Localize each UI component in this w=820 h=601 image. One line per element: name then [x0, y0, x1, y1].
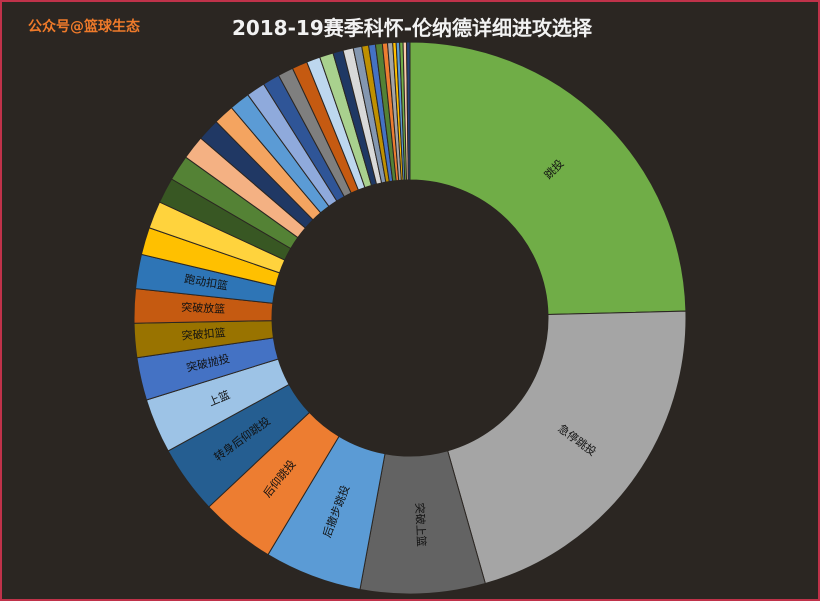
- brand-watermark: 公众号@篮球生态: [28, 19, 140, 35]
- slice-label-9: 突破扣篮: [181, 325, 226, 343]
- slice-label-3: 突破上篮: [413, 502, 429, 547]
- donut-hole: [272, 180, 548, 456]
- slice-label-10: 突破放篮: [181, 300, 226, 316]
- chart-title: 2018-19赛季科怀-伦纳德详细进攻选择: [231, 16, 593, 40]
